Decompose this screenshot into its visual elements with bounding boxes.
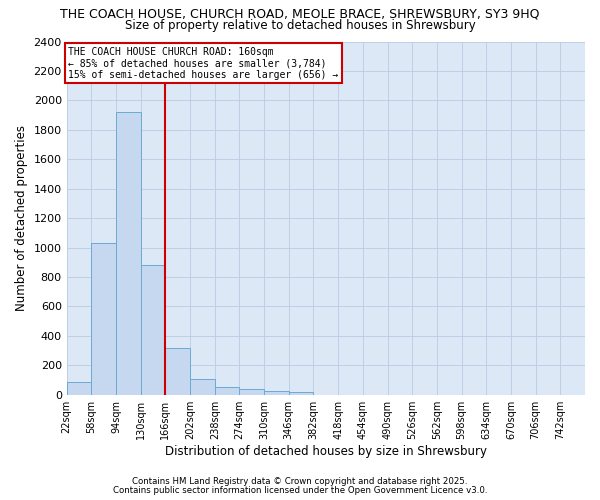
Bar	[141, 265, 166, 394]
Bar	[67, 382, 91, 394]
Bar	[91, 243, 116, 394]
Text: Size of property relative to detached houses in Shrewsbury: Size of property relative to detached ho…	[125, 18, 475, 32]
Bar	[264, 391, 289, 394]
Bar	[190, 378, 215, 394]
Text: THE COACH HOUSE CHURCH ROAD: 160sqm
← 85% of detached houses are smaller (3,784): THE COACH HOUSE CHURCH ROAD: 160sqm ← 85…	[68, 47, 338, 80]
Y-axis label: Number of detached properties: Number of detached properties	[15, 125, 28, 311]
Text: THE COACH HOUSE, CHURCH ROAD, MEOLE BRACE, SHREWSBURY, SY3 9HQ: THE COACH HOUSE, CHURCH ROAD, MEOLE BRAC…	[60, 8, 540, 20]
Bar	[289, 392, 313, 394]
Bar	[166, 348, 190, 395]
Text: Contains public sector information licensed under the Open Government Licence v3: Contains public sector information licen…	[113, 486, 487, 495]
Text: Contains HM Land Registry data © Crown copyright and database right 2025.: Contains HM Land Registry data © Crown c…	[132, 477, 468, 486]
X-axis label: Distribution of detached houses by size in Shrewsbury: Distribution of detached houses by size …	[165, 444, 487, 458]
Bar	[215, 388, 239, 394]
Bar	[116, 112, 141, 395]
Bar	[239, 389, 264, 394]
